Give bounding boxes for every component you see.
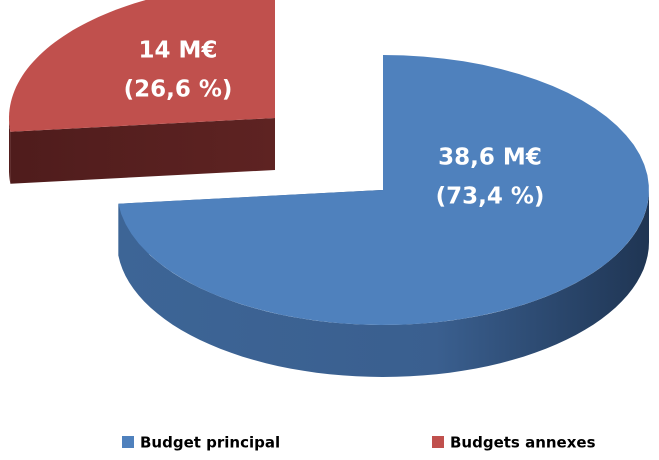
legend-swatch [122,436,134,448]
slice [118,55,649,325]
percent-label: (73,4 %) [436,184,545,210]
slice-side [9,118,11,184]
value-label: 38,6 M€ [438,145,542,171]
legend-label: Budgets annexes [450,434,596,452]
legend-label: Budget principal [140,434,280,452]
slice-side [10,118,276,184]
slice [9,0,275,132]
percent-label: (26,6 %) [124,77,233,103]
value-label: 14 M€ [139,38,218,64]
slice-side [118,190,649,377]
legend-swatch [432,436,444,448]
